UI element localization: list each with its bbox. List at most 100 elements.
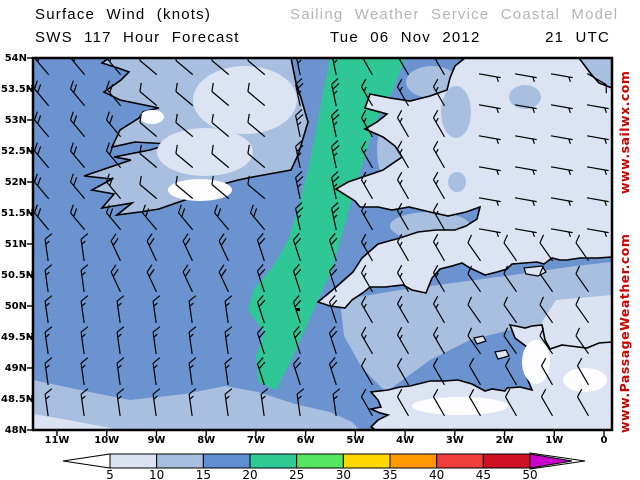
colorbar-value: 25 [289,468,305,480]
wind-barb [360,357,374,386]
wind-barb [576,388,590,417]
wind-barb [432,388,446,417]
wind-barb [105,111,122,138]
page-title: Surface Wind (knots) [35,6,212,23]
lat-label: 53.5N [1,84,35,95]
wind-barb [295,109,304,138]
wind-barb [396,264,410,293]
lon-label: 2W [495,435,514,446]
colorbar-value: 5 [106,468,114,480]
wind-barb [247,82,266,107]
jersey-island [494,349,510,360]
wind-barb [177,204,194,231]
england-patch [441,86,471,138]
wind-barb [292,295,302,324]
lat-label: 53N [4,115,27,126]
lon-label: 6W [296,435,315,446]
wind-barb [224,326,233,355]
wind-barb [182,233,193,262]
wind-barb [396,357,410,386]
colorbar-segment [249,453,298,469]
english-channel-region [340,262,612,392]
wind-barb [295,140,304,169]
wind-barb [116,357,125,386]
wind-barb [432,78,446,107]
wind-barb [396,295,410,324]
wind-barb [292,264,302,293]
wind-barb [292,233,302,262]
lat-label: 54N [4,53,27,64]
wind-barb [514,104,537,114]
wind-barb [504,388,518,417]
wind-barb [295,202,304,231]
wind-barb [478,166,501,176]
wind-barb [432,233,446,262]
wind-barb [105,173,122,200]
colorbar-value: 30 [335,468,351,480]
sailwx-watermark: www.sailwx.com [617,70,632,195]
wind-barb [514,197,537,207]
england-patch2 [509,85,541,109]
wind-speed-colorbar [62,452,586,470]
wind-barb [328,357,338,386]
wind-barb [139,144,158,169]
brittany-calm-patch [412,397,508,415]
wind-barb [540,388,554,417]
colorbar-value: 20 [242,468,258,480]
wind-barb [550,73,573,83]
wind-barb [328,295,338,324]
colorbar-segment [436,453,484,469]
lon-label: 1W [545,435,564,446]
colorbar-value: 35 [382,468,398,480]
wind-barb [514,228,537,238]
colorbar-segment [482,453,531,469]
ireland-calm-patch2 [140,110,164,124]
wind-barb [69,58,86,76]
wind-barb [175,175,194,200]
wind-barb [116,295,125,324]
wind-barb [247,175,266,200]
passageweather-watermark: www.PassageWeather.com [617,233,632,433]
wind-barb [110,264,121,293]
wind-barb [260,388,269,417]
forecast-datetime-row: Tue 06 Nov 2012 21 UTC [330,29,610,46]
cotentin-calm-patch [522,340,550,384]
lon-label: 7W [246,435,265,446]
wind-barb [218,233,229,262]
wind-barb [396,233,410,262]
wind-barb [224,295,233,324]
wind-barb [188,357,197,386]
wind-barb [331,109,340,138]
wind-barb [432,357,446,386]
wind-barb [432,326,446,355]
wind-barb [396,202,410,231]
channel-east-region [542,295,612,349]
wind-barb [586,72,607,94]
wind-barb [432,295,446,324]
wind-barb [360,109,374,138]
wind-barb [105,142,122,169]
wind-barb [80,264,89,293]
wind-barb [468,388,482,417]
wind-barb [478,104,501,114]
england-patch3 [448,172,466,192]
wind-barb [33,111,50,138]
wind-barb [503,327,518,355]
wind-barb [44,295,53,324]
wind-barb [550,104,573,114]
lat-label: 50.5N [1,270,35,281]
wind-barb [331,140,340,169]
colorbar-above-arrow [529,453,573,469]
forecast-subtitle: SWS 117 Hour Forecast [35,29,240,46]
wind-barb [218,264,229,293]
guernsey-island [473,335,487,345]
wind-barb [432,109,446,138]
wind-barb [224,357,233,386]
wind-barb [33,80,50,107]
wind-barb [478,135,501,145]
wind-barb [360,388,374,417]
wind-barb [432,202,446,231]
wind-barb [188,295,197,324]
wind-barb [105,58,122,76]
lon-label: 11W [44,435,70,446]
